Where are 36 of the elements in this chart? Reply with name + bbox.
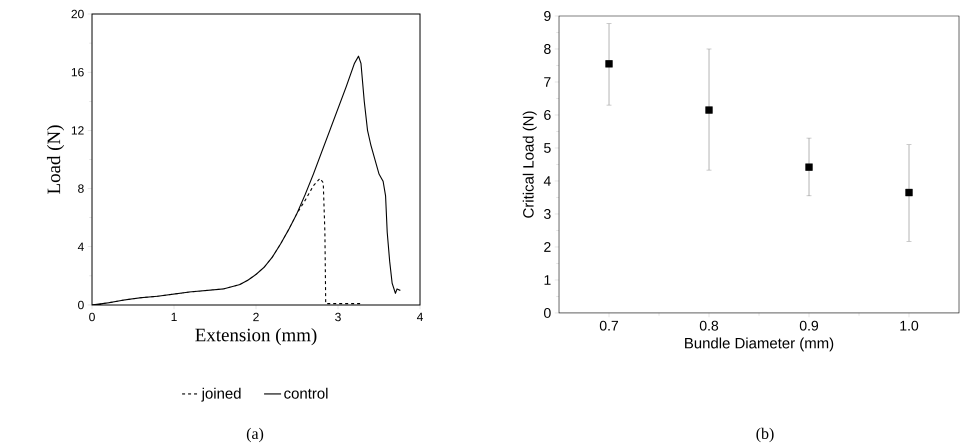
x-axis-title: Extension (mm) (195, 328, 316, 346)
x-tick-label: 4 (416, 312, 423, 321)
x-axis-title: Bundle Diameter (mm) (685, 337, 834, 352)
y-tick-label: 3 (544, 209, 551, 219)
x-tick-label: 2 (253, 312, 259, 322)
legend-label: joined (201, 388, 241, 402)
point (905, 188, 913, 196)
y-tick-label: 6 (544, 110, 551, 120)
y-tick-label: 12 (72, 126, 84, 135)
point (805, 163, 813, 171)
y-tick-label: 16 (72, 68, 84, 76)
y-tick-label: 7 (544, 77, 551, 87)
x-tick-label: 0.9 (800, 320, 818, 331)
legend-label: control (284, 388, 328, 399)
y-axis-title: Load (N) (46, 125, 64, 194)
point (605, 60, 613, 68)
y-tick-label: 5 (544, 143, 551, 153)
y-tick-label: 2 (544, 242, 551, 252)
x-tick-label: 0.7 (600, 320, 618, 331)
y-tick-label: 8 (544, 44, 551, 54)
text: (a) (246, 428, 264, 442)
text: (b) (756, 428, 774, 442)
x-tick-label: 1.0 (900, 320, 918, 331)
y-axis-title: Critical Load (N) (522, 111, 537, 218)
x-tick-label: 0 (89, 312, 95, 322)
y-tick-label: 4 (78, 242, 84, 251)
point (705, 106, 713, 114)
y-tick-label: 0 (78, 300, 84, 310)
y-tick-label: 8 (78, 184, 84, 193)
x-tick-label: 0.8 (700, 320, 718, 331)
x-tick-label: 1 (172, 312, 177, 321)
y-tick-label: 20 (72, 10, 84, 18)
x-tick-label: 3 (335, 312, 341, 322)
y-tick-label: 1 (544, 275, 551, 285)
y-tick-label: 4 (544, 176, 551, 186)
y-tick-label: 9 (544, 11, 551, 21)
